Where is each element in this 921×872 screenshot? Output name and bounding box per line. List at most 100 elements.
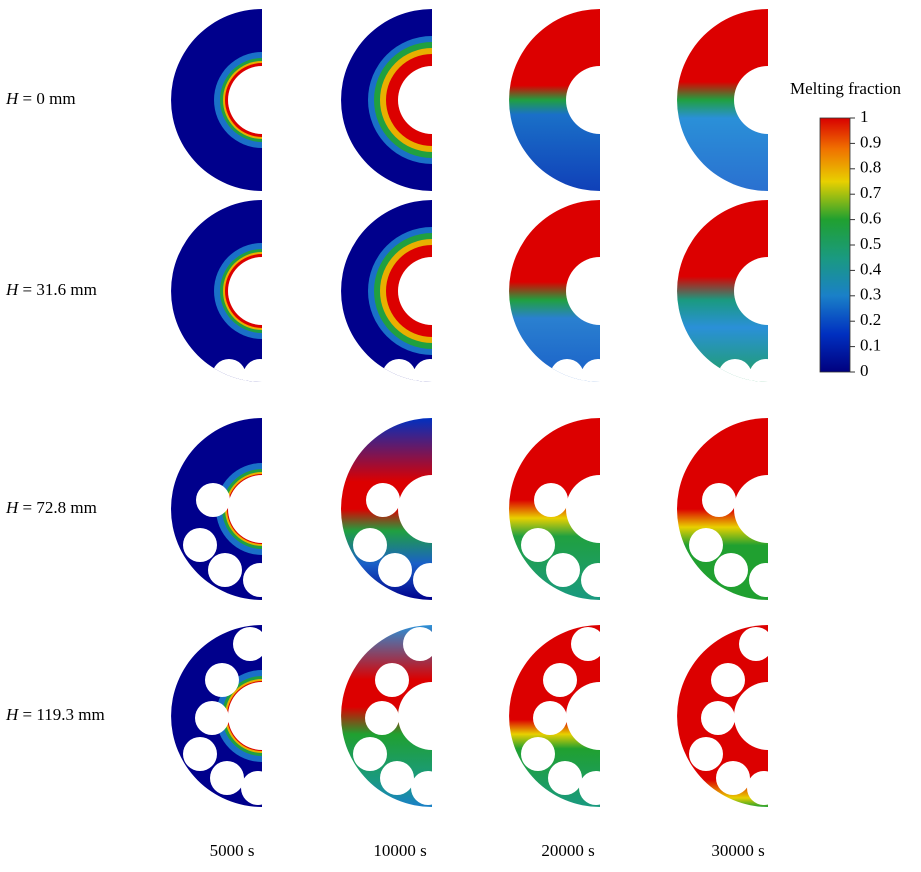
fin-tube: [241, 771, 275, 805]
tube: [228, 475, 296, 543]
column-label: 5000 s: [210, 841, 255, 860]
tube: [228, 682, 296, 750]
contour-panel: [509, 9, 634, 191]
column-label: 30000 s: [711, 841, 764, 860]
fin-tube: [183, 528, 217, 562]
tube: [228, 66, 296, 134]
fin-tube: [183, 737, 217, 771]
tube: [566, 257, 634, 325]
fin-tube: [195, 701, 229, 735]
row-label-value: = 119.3 mm: [18, 705, 104, 724]
fin-tube: [716, 761, 750, 795]
row-label-value: = 0 mm: [18, 89, 75, 108]
fin-tube: [210, 761, 244, 795]
row-label: H = 0 mm: [5, 89, 76, 108]
contour-panel: [341, 418, 466, 600]
fin-tube: [243, 563, 277, 597]
contour-panel: [341, 9, 496, 191]
fin-tube: [581, 359, 615, 393]
contour-panel: [171, 625, 308, 807]
tube: [734, 257, 802, 325]
fin-tube: [233, 627, 267, 661]
colorbar-tick-label: 0.7: [860, 183, 882, 202]
fin-tube: [702, 483, 736, 517]
fin-tube: [208, 553, 242, 587]
contour-panel: [341, 625, 466, 807]
colorbar-tick-label: 0.4: [860, 259, 882, 278]
fin-tube: [411, 771, 445, 805]
fin-tube: [534, 483, 568, 517]
colorbar-tick-label: 0.6: [860, 209, 881, 228]
figure: Melting fraction 0 0.1 0.2 0.3 0.4 0.5 0.6 0.7 0…: [0, 0, 921, 867]
contour-panel: [677, 418, 802, 600]
tube: [566, 66, 634, 134]
row-label: H = 119.3 mm: [5, 705, 105, 724]
fin-tube: [571, 627, 605, 661]
colorbar-title: Melting fraction: [790, 79, 901, 98]
colorbar-tick-label: 0.1: [860, 336, 881, 355]
fin-tube: [550, 359, 584, 393]
fin-tube: [579, 771, 613, 805]
contour-panel: [509, 625, 634, 807]
contour-panel: [171, 9, 310, 191]
fin-tube: [739, 627, 773, 661]
fin-tube: [749, 359, 783, 393]
colorbar-tick-label: 0.8: [860, 158, 881, 177]
tube: [734, 66, 802, 134]
contour-panel: [509, 200, 634, 393]
tube: [398, 257, 466, 325]
column-label: 10000 s: [373, 841, 426, 860]
tube: [228, 257, 296, 325]
fin-tube: [205, 663, 239, 697]
fin-tube: [366, 483, 400, 517]
fin-tube: [749, 563, 783, 597]
fin-tube: [714, 553, 748, 587]
colorbar-tick-label: 0.5: [860, 234, 881, 253]
row-label-value: = 31.6 mm: [18, 280, 97, 299]
tube: [398, 66, 466, 134]
contour-panel: [677, 9, 802, 191]
tube: [398, 682, 466, 750]
fin-tube: [521, 737, 555, 771]
fin-tube: [365, 701, 399, 735]
tube: [398, 475, 466, 543]
fin-tube: [378, 553, 412, 587]
row-label: H = 72.8 mm: [5, 498, 97, 517]
row-label-value: = 72.8 mm: [18, 498, 97, 517]
contour-panel: [171, 200, 310, 393]
column-label: 20000 s: [541, 841, 594, 860]
colorbar-tick-label: 0.2: [860, 310, 881, 329]
fin-tube: [243, 359, 277, 393]
colorbar: [820, 118, 850, 372]
contour-panel: [677, 200, 802, 393]
tube: [566, 682, 634, 750]
fin-tube: [212, 359, 246, 393]
fin-tube: [548, 761, 582, 795]
fin-tube: [413, 563, 447, 597]
tube: [734, 475, 802, 543]
colorbar-tick-label: 1: [860, 107, 869, 126]
fin-tube: [353, 737, 387, 771]
fin-tube: [403, 627, 437, 661]
fin-tube: [382, 359, 416, 393]
colorbar-tick-label: 0: [860, 361, 869, 380]
fin-tube: [375, 663, 409, 697]
fin-tube: [718, 359, 752, 393]
colorbar-tick-label: 0.3: [860, 285, 881, 304]
fin-tube: [689, 737, 723, 771]
tube: [734, 682, 802, 750]
row-label: H = 31.6 mm: [5, 280, 97, 299]
contour-panel: [509, 418, 634, 600]
fin-tube: [353, 528, 387, 562]
contour-panel: [171, 418, 308, 600]
colorbar-tick-label: 0.9: [860, 132, 881, 151]
tube: [566, 475, 634, 543]
fin-tube: [380, 761, 414, 795]
fin-tube: [689, 528, 723, 562]
fin-tube: [581, 563, 615, 597]
fin-tube: [543, 663, 577, 697]
contour-panel: [341, 200, 496, 393]
fin-tube: [701, 701, 735, 735]
fin-tube: [546, 553, 580, 587]
contour-panel: [677, 625, 802, 807]
